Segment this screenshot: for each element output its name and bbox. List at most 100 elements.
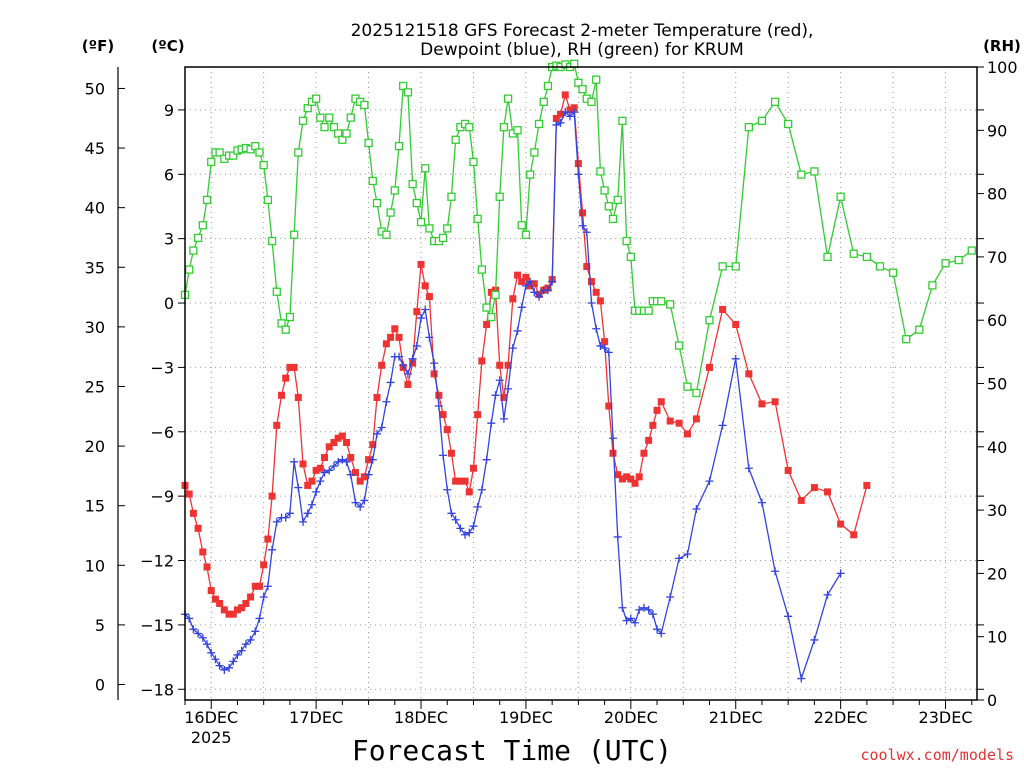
temperature-point — [474, 411, 482, 419]
c-tick-label: −6 — [150, 423, 174, 442]
temperature-point — [316, 464, 324, 472]
temperature-point — [579, 209, 587, 217]
temperature-point — [356, 477, 364, 485]
rh-point — [329, 122, 339, 132]
temperature-point — [500, 393, 508, 401]
rh-point — [325, 113, 334, 122]
dewpoint-point — [268, 545, 277, 554]
temperature-point — [675, 419, 683, 427]
rh-point — [298, 116, 308, 125]
rh-point — [613, 195, 622, 205]
dewpoint-point — [408, 354, 417, 363]
rh-point — [657, 297, 666, 306]
rh-point — [364, 138, 373, 148]
dewpoint-point — [548, 277, 557, 286]
rh-point — [263, 195, 273, 205]
rh-point — [928, 281, 937, 290]
dewpoint-point — [469, 522, 478, 531]
temperature-series — [181, 91, 871, 618]
temperature-point — [514, 271, 522, 279]
rh-point — [320, 122, 329, 132]
rh-point — [303, 103, 312, 113]
rh-point — [622, 236, 631, 246]
dewpoint-series — [181, 108, 845, 683]
rh-point — [272, 287, 281, 296]
temperature-point — [627, 475, 635, 483]
temperature-point — [623, 473, 631, 481]
c-tick-label: 6 — [164, 165, 174, 184]
temperature-point — [837, 520, 845, 528]
f-tick-label: 15 — [85, 497, 105, 516]
dewpoint-point — [368, 455, 377, 464]
dewpoint-point — [504, 384, 513, 393]
dewpoint-point — [705, 477, 714, 486]
dewpoint-point — [608, 434, 617, 443]
chart-title-line2: Dewpoint (blue), RH (green) for KRUM — [420, 40, 744, 60]
rh-point — [784, 119, 793, 129]
dewpoint-point — [587, 299, 596, 308]
dewpoint-point — [653, 625, 662, 634]
temperature-point — [421, 282, 429, 290]
f-tick-label: 40 — [85, 199, 105, 218]
rh-point — [692, 388, 701, 398]
rh-tick-label: 90 — [987, 121, 1007, 140]
temperature-point — [452, 477, 460, 485]
rh-point — [403, 88, 413, 97]
f-tick-label: 50 — [85, 79, 105, 98]
dewpoint-point — [334, 457, 343, 466]
temperature-point — [526, 282, 534, 290]
c-tick-label: 3 — [164, 230, 174, 249]
x-tick-label: 21DEC — [709, 708, 763, 727]
temperature-point — [343, 439, 351, 447]
rh-point — [604, 202, 613, 211]
dewpoint-point — [499, 414, 508, 423]
dewpoint-point — [233, 650, 242, 659]
rh-point — [368, 176, 377, 186]
rh-point — [425, 224, 434, 233]
dewpoint-point — [434, 402, 443, 411]
dewpoint-point — [272, 517, 281, 526]
rh-point — [674, 341, 684, 350]
dewpoint-point — [622, 616, 631, 625]
temperature-point — [229, 610, 237, 618]
temperature-point — [194, 524, 202, 532]
temperature-point — [487, 288, 495, 296]
dewpoint-point — [386, 378, 395, 387]
dewpoint-point — [836, 569, 845, 578]
dewpoint-point — [312, 487, 321, 496]
temperature-point — [255, 582, 263, 590]
dewpoint-point — [360, 496, 369, 505]
temperature-point — [395, 333, 403, 341]
rh-point — [539, 97, 548, 106]
dewpoint-point — [582, 228, 591, 237]
dewpoint-point — [251, 627, 260, 636]
temperature-point — [290, 363, 298, 371]
dewpoint-point — [604, 348, 613, 357]
dewpoint-point — [189, 625, 198, 634]
rh-point — [888, 268, 898, 277]
c-tick-label: 0 — [164, 294, 174, 313]
dewpoint-point — [648, 610, 657, 619]
temperature-point — [478, 357, 486, 365]
rh-point — [289, 230, 299, 239]
rh-point — [521, 230, 531, 239]
dewpoint-point — [303, 509, 312, 518]
temperature-point — [203, 563, 211, 571]
temperature-point — [189, 509, 197, 517]
dewpoint-point — [535, 292, 544, 301]
temperature-point — [304, 481, 312, 489]
temperature-point — [268, 492, 276, 500]
temperature-point — [732, 320, 740, 328]
temperature-point — [640, 449, 648, 457]
dewpoint-point — [194, 629, 203, 638]
rh-tick-label: 100 — [987, 58, 1018, 77]
temperature-point — [294, 393, 302, 401]
dewpoint-point — [495, 376, 504, 385]
rh-point — [626, 252, 635, 262]
temperature-point — [365, 456, 373, 464]
c-tick-label: −3 — [150, 358, 174, 377]
rh-point — [259, 160, 268, 170]
dewpoint-point — [784, 612, 793, 621]
unit-label-f: (ºF) — [82, 37, 114, 55]
dewpoint-point — [290, 457, 299, 466]
